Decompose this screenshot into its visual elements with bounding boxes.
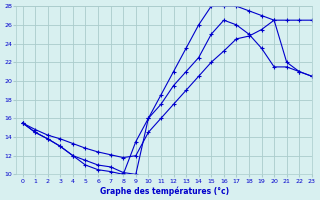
X-axis label: Graphe des températures (°c): Graphe des températures (°c) (100, 186, 229, 196)
